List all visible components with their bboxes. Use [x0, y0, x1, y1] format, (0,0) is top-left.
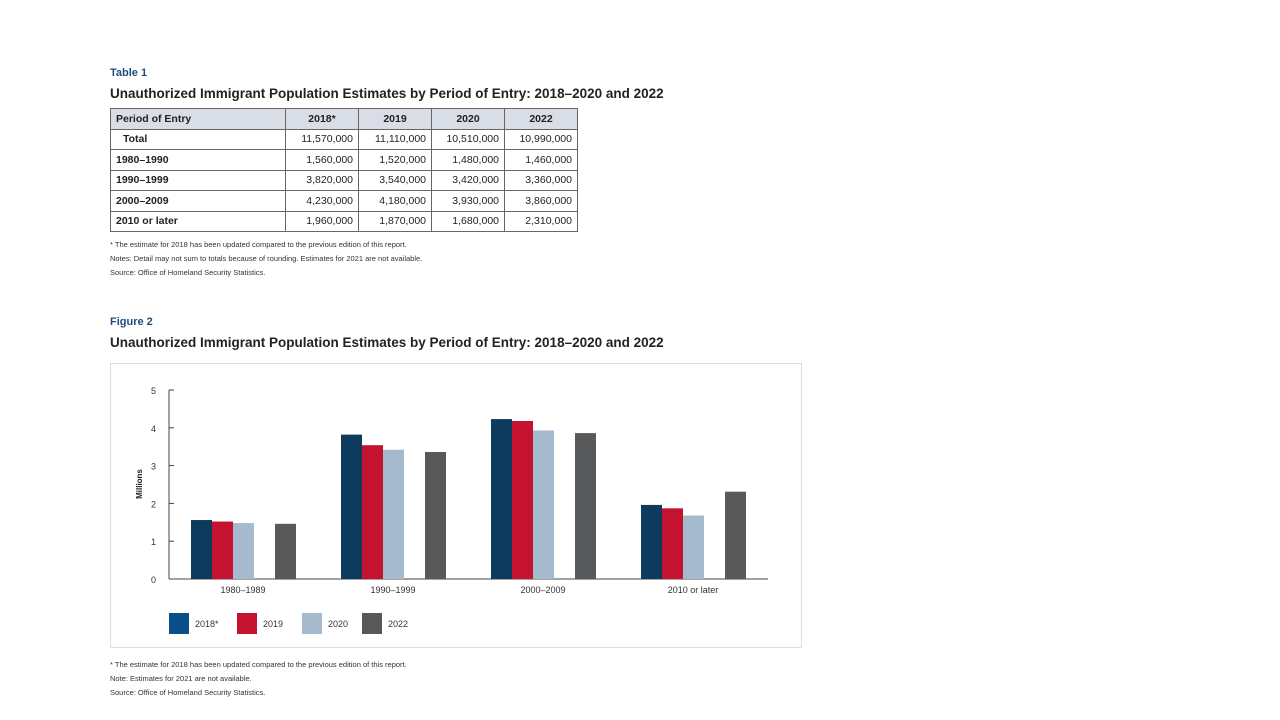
y-tick-label: 1 — [151, 537, 156, 547]
table-note: Notes: Detail may not sum to totals beca… — [110, 254, 423, 263]
value-cell: 1,680,000 — [431, 210, 505, 232]
bar-2020-3 — [683, 515, 704, 579]
x-tick-label: 1980–1989 — [220, 585, 265, 595]
header-cell: 2019 — [358, 108, 432, 130]
table-note: * The estimate for 2018 has been updated… — [110, 240, 407, 249]
value-cell: 4,230,000 — [285, 190, 359, 212]
x-tick-label: 2000–2009 — [520, 585, 565, 595]
table-row: 1980–1990 1,560,000 1,520,000 1,480,000 1,46… — [110, 149, 578, 171]
value-cell: 2,310,000 — [504, 210, 578, 232]
value-cell: 3,420,000 — [431, 169, 505, 191]
value-cell: 3,860,000 — [504, 190, 578, 212]
table-title: Unauthorized Immigrant Population Estima… — [110, 86, 664, 101]
header-cell: 2022 — [504, 108, 578, 130]
row-label: 1990–1999 — [110, 169, 286, 191]
row-label: 2010 or later — [110, 210, 286, 232]
y-tick-label: 2 — [151, 499, 156, 509]
y-tick-label: 3 — [151, 462, 156, 472]
value-cell: 11,570,000 — [285, 128, 359, 150]
value-cell: 1,560,000 — [285, 149, 359, 171]
table-row: Total 11,570,000 11,110,000 10,510,000 10,99… — [110, 128, 578, 150]
legend-label: 2018* — [195, 619, 219, 629]
row-label: 1980–1990 — [110, 149, 286, 171]
row-label: Total — [110, 128, 286, 150]
bar-2020-2 — [533, 430, 554, 579]
legend-label: 2020 — [328, 619, 348, 629]
bar-2018-1 — [341, 434, 362, 579]
bar-2019-3 — [662, 508, 683, 579]
value-cell: 3,820,000 — [285, 169, 359, 191]
table-row: 2000–2009 4,230,000 4,180,000 3,930,000 3,86… — [110, 190, 578, 212]
y-tick-label: 5 — [151, 386, 156, 396]
data-table: Period of Entry 2018* 2019 2020 2022 Tot… — [110, 108, 578, 232]
bar-chart: 0 1 2 3 4 5 Millions 1980–1989 1990–1999 2000–200… — [135, 386, 768, 634]
bar-2020-0 — [233, 523, 254, 579]
bar-2022-0 — [275, 523, 296, 579]
legend-label: 2022 — [388, 619, 408, 629]
value-cell: 3,540,000 — [358, 169, 432, 191]
legend-swatch — [169, 613, 189, 634]
chart-container: 0 1 2 3 4 5 Millions 1980–1989 1990–1999 2000–200… — [110, 363, 802, 648]
y-tick-label: 4 — [151, 424, 156, 434]
value-cell: 3,930,000 — [431, 190, 505, 212]
y-axis-label: Millions — [135, 469, 144, 499]
row-label: 2000–2009 — [110, 190, 286, 212]
value-cell: 1,520,000 — [358, 149, 432, 171]
header-cell: Period of Entry — [110, 108, 286, 130]
value-cell: 1,460,000 — [504, 149, 578, 171]
table-source: Source: Office of Homeland Security Stat… — [110, 268, 266, 277]
value-cell: 3,360,000 — [504, 169, 578, 191]
figure-title: Unauthorized Immigrant Population Estima… — [110, 335, 664, 350]
bar-2020-1 — [383, 449, 404, 579]
legend-swatch — [237, 613, 257, 634]
table-label: Table 1 — [110, 67, 148, 79]
bar-2022-2 — [575, 433, 596, 579]
bar-2022-1 — [425, 451, 446, 579]
figure-source: Source: Office of Homeland Security Stat… — [110, 688, 266, 697]
bar-2018-3 — [641, 504, 662, 579]
y-tick-label: 0 — [151, 575, 156, 585]
legend-swatch — [302, 613, 322, 634]
x-tick-label: 1990–1999 — [370, 585, 415, 595]
value-cell: 4,180,000 — [358, 190, 432, 212]
legend-swatch — [362, 613, 382, 634]
bar-2019-2 — [512, 420, 533, 579]
bar-2019-0 — [212, 521, 233, 579]
x-tick-label: 2010 or later — [668, 585, 719, 595]
value-cell: 1,960,000 — [285, 210, 359, 232]
value-cell: 10,510,000 — [431, 128, 505, 150]
value-cell: 1,480,000 — [431, 149, 505, 171]
value-cell: 11,110,000 — [358, 128, 432, 150]
bar-2022-3 — [725, 491, 746, 579]
figure-label: Figure 2 — [110, 316, 153, 328]
header-cell: 2020 — [431, 108, 505, 130]
table-row: 2010 or later 1,960,000 1,870,000 1,680,000… — [110, 210, 578, 232]
figure-note: Note: Estimates for 2021 are not availab… — [110, 674, 252, 683]
legend-label: 2019 — [263, 619, 283, 629]
figure-note: * The estimate for 2018 has been updated… — [110, 660, 407, 669]
header-cell: 2018* — [285, 108, 359, 130]
bar-2018-0 — [191, 520, 212, 579]
value-cell: 10,990,000 — [504, 128, 578, 150]
table-row: 1990–1999 3,820,000 3,540,000 3,420,000 3,36… — [110, 169, 578, 191]
value-cell: 1,870,000 — [358, 210, 432, 232]
bar-2019-1 — [362, 445, 383, 579]
bar-2018-2 — [491, 419, 512, 579]
